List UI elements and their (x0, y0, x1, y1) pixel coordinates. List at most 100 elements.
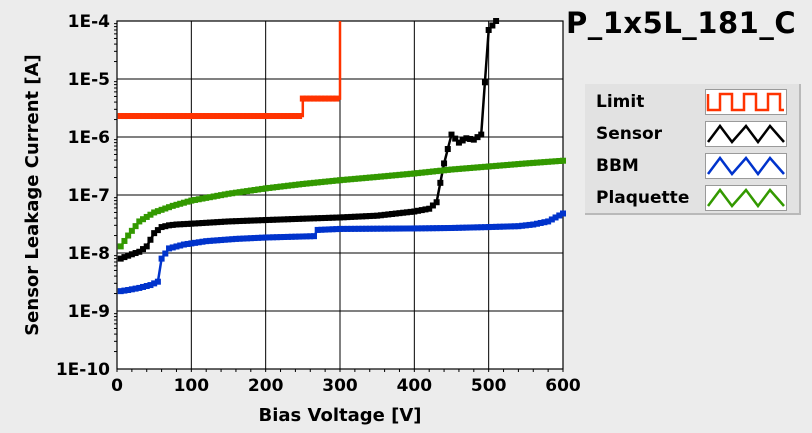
data-point-bbm (299, 233, 306, 240)
legend-item-limit[interactable]: Limit (585, 86, 799, 118)
data-point-sensor (169, 221, 176, 228)
data-point-limit (143, 113, 150, 120)
data-point-plaquette (296, 181, 303, 188)
x-tick-label: 0 (111, 376, 123, 396)
data-point-plaquette (266, 184, 273, 191)
data-point-sensor (337, 214, 343, 221)
legend-swatch-graphic (706, 92, 784, 112)
data-point-sensor (240, 217, 247, 224)
data-point-plaquette (459, 165, 466, 172)
data-point-plaquette (392, 172, 399, 179)
data-point-sensor (374, 212, 381, 219)
legend-swatch-graphic (707, 187, 785, 209)
data-point-bbm (277, 234, 284, 241)
data-point-limit (247, 113, 254, 120)
data-point-bbm (192, 239, 199, 246)
y-tick-label: 1E-7 (68, 186, 110, 206)
data-point-bbm (396, 225, 403, 232)
data-point-limit (284, 113, 291, 120)
data-point-bbm (173, 243, 180, 250)
data-point-plaquette (166, 204, 173, 211)
legend-label: Plaquette (596, 188, 690, 208)
data-point-sensor (121, 254, 128, 261)
data-point-bbm (429, 225, 436, 232)
data-point-plaquette (504, 161, 511, 168)
data-point-limit (177, 113, 184, 120)
data-point-bbm (340, 225, 347, 232)
data-point-plaquette (500, 162, 507, 169)
data-point-bbm (344, 225, 351, 232)
data-point-sensor (322, 214, 329, 221)
data-point-bbm (548, 216, 555, 223)
data-point-sensor (437, 179, 444, 186)
data-point-sensor (166, 222, 173, 229)
data-point-plaquette (455, 165, 462, 172)
data-point-limit (296, 113, 303, 120)
data-point-plaquette (374, 173, 381, 180)
legend-item-sensor[interactable]: Sensor (585, 118, 799, 150)
data-point-plaquette (132, 223, 139, 230)
data-point-sensor (325, 214, 332, 221)
data-point-plaquette (370, 174, 377, 181)
data-point-plaquette (426, 168, 433, 175)
data-point-sensor (232, 218, 239, 225)
data-point-bbm (284, 233, 291, 240)
x-tick-label: 500 (471, 376, 507, 396)
data-point-bbm (459, 224, 466, 231)
data-point-sensor (221, 218, 228, 225)
data-point-bbm (121, 287, 128, 294)
data-point-limit (206, 113, 213, 120)
data-point-sensor (292, 215, 299, 222)
data-point-plaquette (281, 183, 288, 190)
data-point-bbm (214, 237, 221, 244)
data-point-plaquette (218, 192, 225, 199)
data-point-plaquette (125, 232, 132, 239)
data-point-sensor (151, 230, 158, 237)
legend-item-bbm[interactable]: BBM (585, 150, 799, 182)
data-point-bbm (314, 226, 321, 233)
data-point-limit (199, 113, 206, 120)
data-point-plaquette (329, 177, 336, 184)
data-point-plaquette (396, 171, 403, 178)
data-point-plaquette (255, 186, 262, 193)
data-point-limit (136, 113, 143, 120)
data-point-sensor (348, 213, 355, 220)
data-point-limit (140, 113, 147, 120)
data-point-sensor (203, 219, 210, 226)
x-tick-label: 300 (322, 376, 358, 396)
data-point-bbm (229, 236, 236, 243)
data-point-limit (255, 113, 262, 120)
data-point-sensor (162, 223, 169, 230)
data-point-sensor (407, 208, 414, 215)
data-point-bbm (526, 221, 533, 228)
data-point-bbm (381, 225, 388, 232)
data-point-sensor (329, 214, 336, 221)
data-point-sensor (318, 215, 325, 222)
data-point-sensor (433, 199, 440, 206)
x-tick-label: 400 (397, 376, 433, 396)
data-point-limit (329, 95, 336, 102)
data-point-sensor (381, 211, 388, 218)
data-point-sensor (188, 220, 195, 227)
data-point-bbm (147, 282, 154, 289)
data-point-bbm (552, 214, 559, 221)
data-point-plaquette (325, 178, 332, 185)
data-point-plaquette (143, 213, 150, 220)
y-tick-label: 1E-9 (68, 302, 110, 322)
data-point-sensor (467, 135, 474, 142)
data-point-bbm (537, 219, 544, 226)
data-point-bbm (519, 222, 526, 229)
data-point-bbm (143, 283, 150, 290)
data-point-limit (273, 113, 280, 120)
data-point-sensor (403, 209, 410, 216)
data-point-sensor (154, 227, 161, 234)
data-point-plaquette (474, 164, 481, 171)
legend-item-plaquette[interactable]: Plaquette (585, 182, 799, 214)
data-point-limit (184, 113, 191, 120)
data-point-plaquette (351, 175, 358, 182)
data-point-plaquette (310, 179, 317, 186)
data-point-plaquette (140, 216, 147, 223)
data-point-limit (229, 113, 236, 120)
data-point-bbm (359, 225, 366, 232)
